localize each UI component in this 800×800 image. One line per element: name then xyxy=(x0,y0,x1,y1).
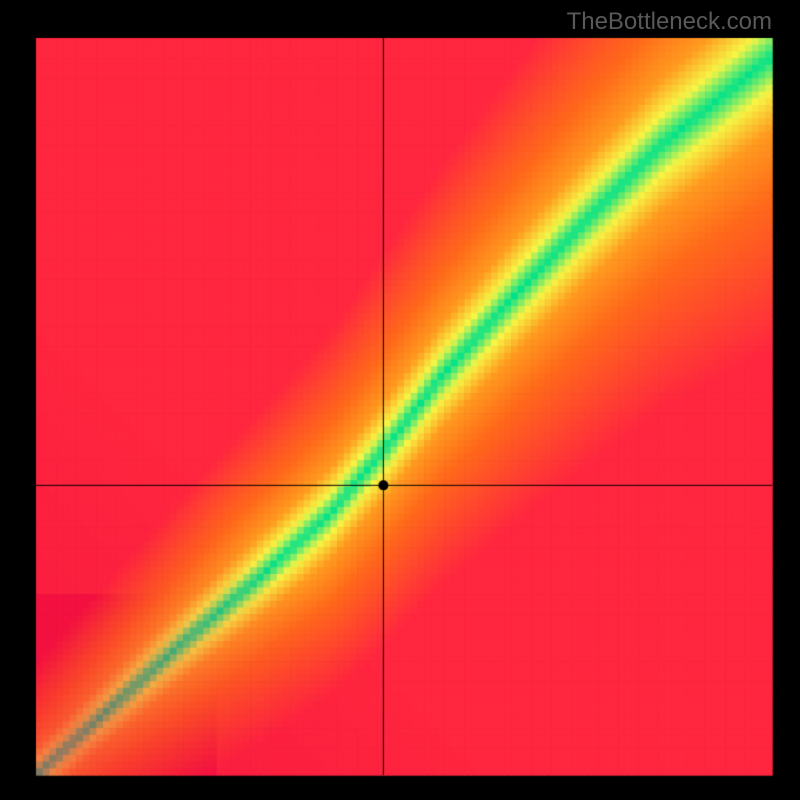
chart-container: TheBottleneck.com xyxy=(0,0,800,800)
watermark-text: TheBottleneck.com xyxy=(567,8,772,36)
bottleneck-heatmap xyxy=(0,0,800,800)
